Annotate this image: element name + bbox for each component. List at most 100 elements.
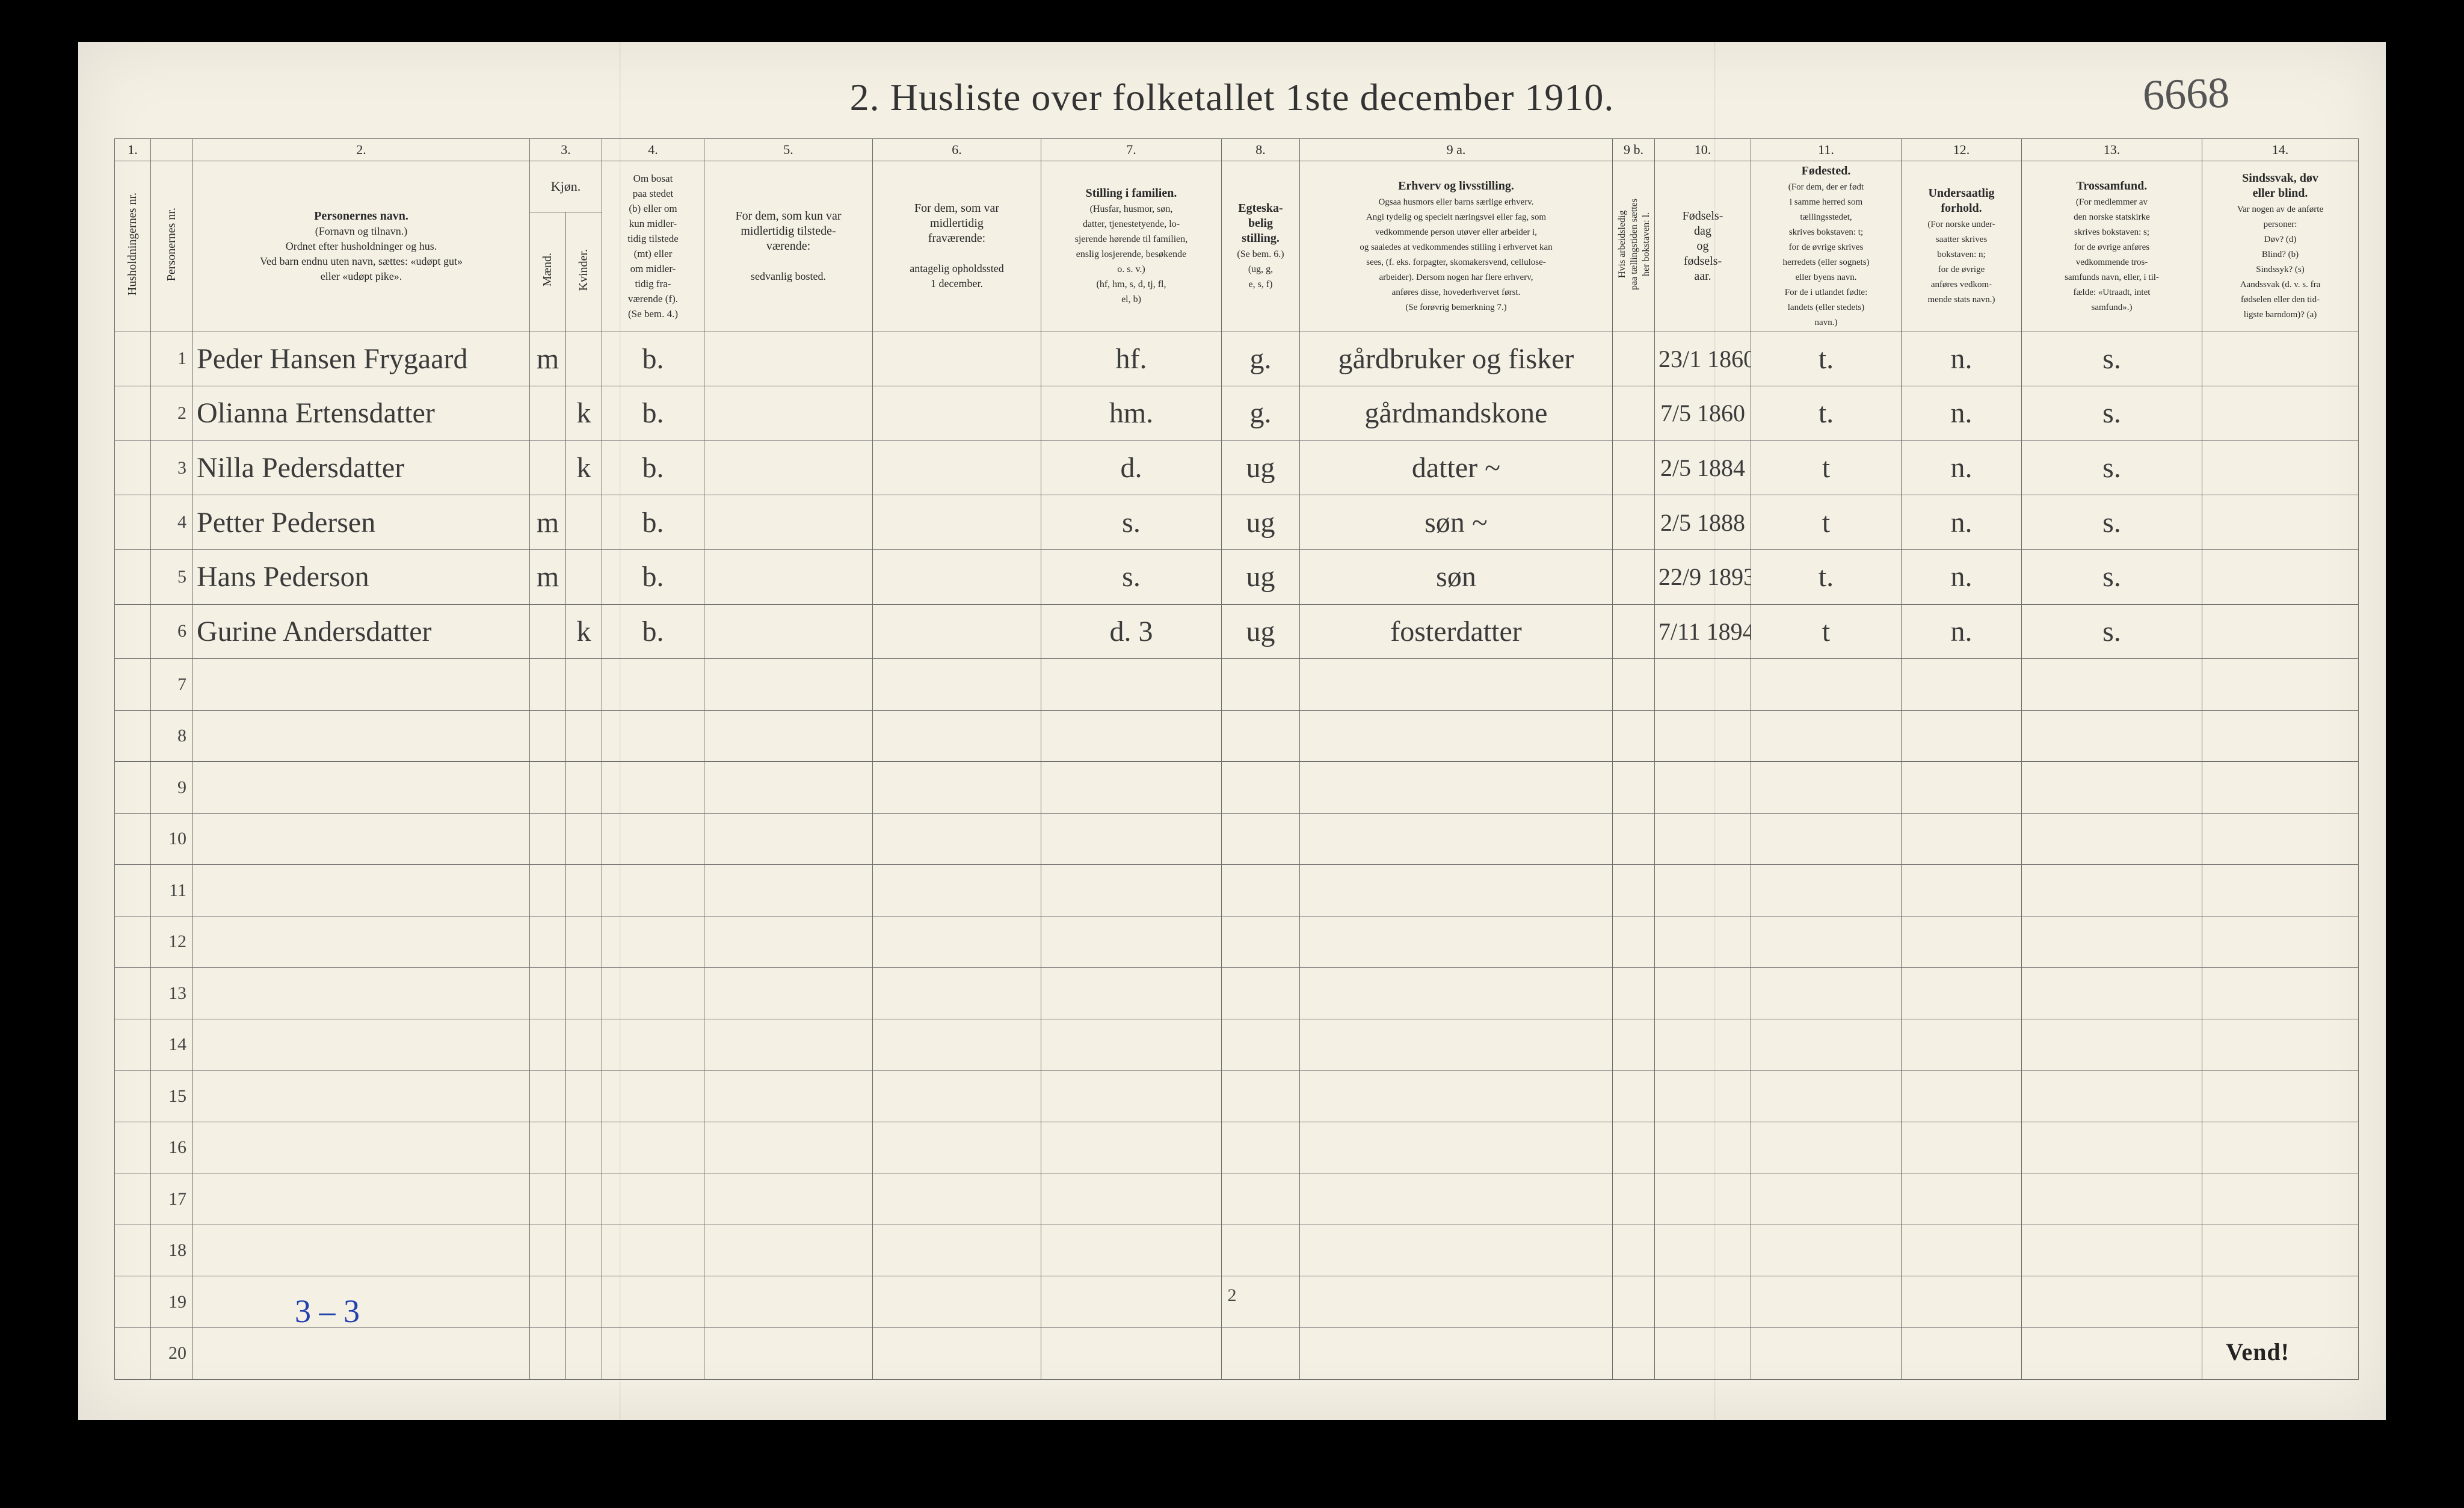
cell-person-nr: 4: [151, 495, 193, 550]
cell-nationality: n.: [1902, 440, 2022, 495]
cell-empty: [1613, 659, 1655, 711]
cell-female: [566, 332, 602, 386]
cell-empty: [1613, 1122, 1655, 1173]
cell-empty: [1613, 813, 1655, 865]
cell-empty: [1613, 1173, 1655, 1225]
cell-empty: [1222, 865, 1300, 916]
table-row: 8: [115, 710, 2359, 762]
column-number-row: 1. 2. 3. 4. 5. 6. 7. 8. 9 a. 9 b. 10. 11…: [115, 139, 2359, 161]
cell-empty: [566, 1122, 602, 1173]
cell-name: Gurine Andersdatter: [193, 604, 530, 659]
cell-empty: [1300, 916, 1613, 968]
cell-household: [115, 386, 151, 441]
cell-empty: [704, 1122, 873, 1173]
cell-residence: b.: [602, 440, 704, 495]
col-occupation: Erhverv og livsstilling. Ogsaa husmors e…: [1300, 161, 1613, 332]
cell-empty: [2202, 865, 2359, 916]
cell-marital: ug: [1222, 550, 1300, 605]
cell-empty: [1902, 916, 2022, 968]
cell-empty: [1751, 1276, 1902, 1328]
cell-empty: [2022, 865, 2202, 916]
cell-empty: [530, 1225, 566, 1276]
cell-empty: [2202, 710, 2359, 762]
cell-person-nr: 12: [151, 916, 193, 968]
cell-empty: [1041, 916, 1222, 968]
cell-name: Hans Pederson: [193, 550, 530, 605]
table-row: 18: [115, 1225, 2359, 1276]
cell-unemployed: [1613, 550, 1655, 605]
table-row: 3Nilla Pedersdatterkb.d.ugdatter ~2/5 18…: [115, 440, 2359, 495]
cell-male: m: [530, 495, 566, 550]
cell-empty: [1222, 1225, 1300, 1276]
table-row: 9: [115, 762, 2359, 814]
cell-empty: [2022, 813, 2202, 865]
col-birthdate: Fødsels- dag og fødsels- aar.: [1655, 161, 1751, 332]
col-household-nr: Husholdningernes nr.: [115, 161, 151, 332]
cell-empty: [2022, 1173, 2202, 1225]
cell-female: k: [566, 440, 602, 495]
cell-empty: [1902, 1122, 2022, 1173]
cell-empty: [1222, 813, 1300, 865]
cell-family: s.: [1041, 550, 1222, 605]
cell-occupation: gårdmandskone: [1300, 386, 1613, 441]
cell-occupation: søn: [1300, 550, 1613, 605]
cell-empty: [1902, 659, 2022, 711]
header-row: Husholdningernes nr. Personernes nr. Per…: [115, 161, 2359, 212]
cell-empty: [1902, 1019, 2022, 1071]
cell-birthplace: t.: [1751, 550, 1902, 605]
cell-empty: [602, 968, 704, 1019]
cell-empty: [873, 710, 1041, 762]
cell-unemployed: [1613, 440, 1655, 495]
cell-empty: [602, 1071, 704, 1122]
cell-empty: [1041, 813, 1222, 865]
colnum: 6.: [873, 139, 1041, 161]
cell-empty: [1655, 1225, 1751, 1276]
cell-empty: [566, 968, 602, 1019]
col-birthplace: Fødested. (For dem, der er født i samme …: [1751, 161, 1902, 332]
summary-note: 3 – 3: [295, 1293, 360, 1330]
cell-empty: [2202, 1071, 2359, 1122]
cell-empty: [1655, 865, 1751, 916]
cell-temp-present: [704, 495, 873, 550]
cell-empty: [602, 1327, 704, 1379]
table-row: 11: [115, 865, 2359, 916]
cell-empty: [602, 813, 704, 865]
cell-empty: [193, 1122, 530, 1173]
cell-empty: [873, 762, 1041, 814]
cell-empty: [1041, 865, 1222, 916]
cell-person-nr: 17: [151, 1173, 193, 1225]
cell-person-nr: 1: [151, 332, 193, 386]
colnum: 8.: [1222, 139, 1300, 161]
cell-empty: [1751, 813, 1902, 865]
cell-empty: [530, 1122, 566, 1173]
col-female: Kvinder.: [566, 212, 602, 332]
cell-empty: [1655, 1327, 1751, 1379]
cell-empty: [1655, 762, 1751, 814]
cell-empty: [1655, 1276, 1751, 1328]
cell-nationality: n.: [1902, 495, 2022, 550]
cell-birthplace: t.: [1751, 386, 1902, 441]
col-nationality: Undersaatlig forhold. (For norske under-…: [1902, 161, 2022, 332]
cell-empty: [1902, 968, 2022, 1019]
page-footer-number: 2: [1228, 1285, 1237, 1306]
cell-empty: [1041, 710, 1222, 762]
cell-empty: [2202, 1173, 2359, 1225]
cell-disability: [2202, 495, 2359, 550]
cell-empty: [1300, 1225, 1613, 1276]
col-temp-present: For dem, som kun var midlertidig tilsted…: [704, 161, 873, 332]
cell-empty: [566, 916, 602, 968]
cell-female: [566, 550, 602, 605]
cell-disability: [2202, 440, 2359, 495]
table-row: 2Olianna Ertensdatterkb.hm.g.gårdmandsko…: [115, 386, 2359, 441]
cell-empty: [1613, 1327, 1655, 1379]
cell-empty: [1222, 968, 1300, 1019]
cell-empty: [1300, 1327, 1613, 1379]
cell-household: [115, 1327, 151, 1379]
cell-empty: [2022, 1019, 2202, 1071]
cell-empty: [1655, 1019, 1751, 1071]
turn-page-label: Vend!: [2226, 1338, 2290, 1366]
cell-empty: [1222, 710, 1300, 762]
cell-empty: [704, 1327, 873, 1379]
cell-occupation: fosterdatter: [1300, 604, 1613, 659]
cell-temp-absent: [873, 440, 1041, 495]
